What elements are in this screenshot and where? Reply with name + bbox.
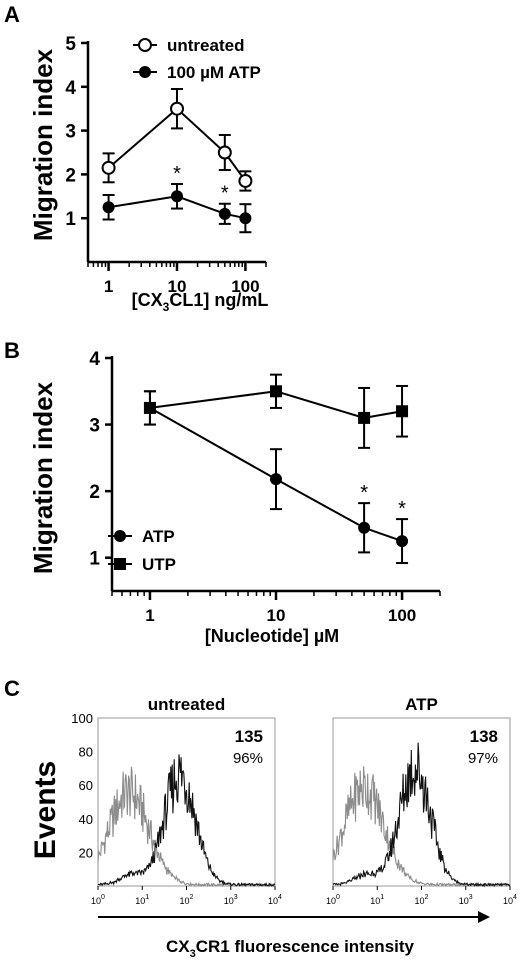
histogram-percent-positive: 96% xyxy=(233,750,263,767)
panel-a-data-point xyxy=(218,207,231,220)
panel-a-x-tick-label: 100 xyxy=(231,277,259,296)
panel-a-significance-mark: * xyxy=(173,163,181,185)
panel-a-series-1-line xyxy=(108,195,246,220)
panel-a-x-tick-label: 10 xyxy=(168,277,187,296)
panel-c-x-axis-label: CX3CR1 fluorescence intensity xyxy=(166,937,415,960)
panel-b-data-point xyxy=(270,473,282,486)
panel-a-data-point xyxy=(238,173,253,188)
histogram-0: untreated 135 96% 20 40 60 80 100 100 101 102 103 10… xyxy=(71,695,282,906)
panel-b-y-tick-label: 2 xyxy=(89,482,100,503)
panel-b-series-0-line xyxy=(149,407,403,543)
histogram-x-tick-label: 101 xyxy=(135,894,149,906)
panel-b-data-point xyxy=(270,385,282,398)
panel-b-data-point xyxy=(358,411,371,424)
histogram-y-tick-label: 40 xyxy=(79,812,93,827)
panel-a-data-point xyxy=(217,145,232,160)
panel-b-y-tick-label: 4 xyxy=(89,349,100,370)
histogram-title: untreated xyxy=(148,695,225,714)
panel-a-legend-label: untreated xyxy=(167,36,244,55)
panel-b-data-point xyxy=(396,405,409,418)
panel-b-significance-mark: * xyxy=(360,482,368,504)
histogram-x-tick-label: 103 xyxy=(459,894,473,906)
panel-b-y-tick-label: 3 xyxy=(89,416,100,437)
panel-a-y-tick-label: 3 xyxy=(65,122,76,143)
panel-a-legend: untreated 100 µM ATP xyxy=(133,36,261,82)
histogram-y-tick-label: 100 xyxy=(71,711,93,726)
histogram-y-tick-label: 20 xyxy=(79,845,93,860)
panel-a-significance-mark: * xyxy=(221,183,229,205)
panel-b-chart: Migration index [Nucleotide] µM 1 2 3 4 1 10 1… xyxy=(28,349,441,646)
histogram-y-tick-label: 60 xyxy=(79,778,93,793)
panel-a-y-tick-label: 5 xyxy=(65,34,76,55)
histogram-x-tick-label: 100 xyxy=(91,894,105,906)
histogram-mfi-value: 138 xyxy=(470,727,498,746)
panel-a-data-point xyxy=(171,190,183,203)
panel-b-y-axis-label: Migration index xyxy=(28,381,58,574)
histogram-x-tick-label: 102 xyxy=(180,894,194,906)
panel-a-data-point xyxy=(101,160,116,175)
isotype-control-histogram xyxy=(97,766,276,888)
panel-b-series-1-line xyxy=(149,390,403,419)
panel-a-y-tick-label: 4 xyxy=(65,78,76,99)
panel-c-label: C xyxy=(4,676,20,701)
panel-b-legend-label: UTP xyxy=(142,555,176,574)
panel-b-legend-label: ATP xyxy=(142,527,175,546)
panel-b-data-point xyxy=(396,535,409,548)
panel-a-x-tick-label: 1 xyxy=(104,277,113,296)
histogram-mfi-value: 135 xyxy=(235,727,263,746)
panel-a-y-tick-label: 1 xyxy=(65,209,76,230)
panel-b-y-tick-label: 1 xyxy=(89,549,100,570)
cx3cr1-stained-histogram xyxy=(332,742,511,888)
panel-b-data-point xyxy=(358,521,371,534)
panel-a-data-point xyxy=(239,212,252,225)
histogram-x-tick-label: 102 xyxy=(415,894,429,906)
cx3cr1-stained-histogram xyxy=(98,754,276,887)
panel-a-data-point xyxy=(102,201,115,214)
histogram-y-tick-label: 80 xyxy=(79,745,93,760)
histogram-x-tick-label: 103 xyxy=(224,894,238,906)
panel-b-significance-mark: * xyxy=(398,498,406,520)
histogram-title: ATP xyxy=(405,695,438,714)
panel-a-legend-marker xyxy=(138,38,152,52)
histogram-x-tick-label: 101 xyxy=(370,894,384,906)
panel-b-x-tick-label: 10 xyxy=(267,606,286,625)
panel-b-label: B xyxy=(4,338,20,363)
panel-a-chart: Migration index [CX3CL1] ng/mL 1 2 3 4 5 1 10 1… xyxy=(28,34,268,314)
panel-c-intensity-arrowhead xyxy=(478,911,490,923)
histogram-percent-positive: 97% xyxy=(468,750,498,767)
histogram-1: ATP 138 97% 100 101 102 103 104 xyxy=(326,695,517,906)
panel-a-label: A xyxy=(4,2,20,27)
panel-a-x-axis-label: [CX3CL1] ng/mL xyxy=(132,290,269,314)
panel-a-legend-label: 100 µM ATP xyxy=(167,63,261,82)
panel-b-x-tick-label: 1 xyxy=(145,606,154,625)
panel-b-data-point xyxy=(143,401,156,414)
panel-b-x-tick-label: 100 xyxy=(388,606,416,625)
histogram-x-tick-label: 100 xyxy=(326,894,340,906)
panel-a-data-point xyxy=(170,101,184,116)
panel-c-chart: Events untreated 135 96% 20 40 60 80 100 100 101 1… xyxy=(29,695,517,960)
histogram-x-tick-label: 104 xyxy=(503,894,517,906)
panel-a-y-tick-label: 2 xyxy=(65,165,76,186)
panel-b-legend-marker xyxy=(114,558,126,570)
panel-a-y-axis-label: Migration index xyxy=(28,48,58,241)
panel-a-legend-marker xyxy=(139,66,151,78)
panel-b-legend-marker xyxy=(114,530,126,542)
histogram-x-tick-label: 104 xyxy=(268,894,282,906)
panel-b-legend: ATP UTP xyxy=(108,527,176,574)
panel-b-x-axis-label: [Nucleotide] µM xyxy=(205,626,339,646)
panel-a-series-0-line xyxy=(107,107,247,182)
panel-c-y-axis-label: Events xyxy=(29,761,62,859)
